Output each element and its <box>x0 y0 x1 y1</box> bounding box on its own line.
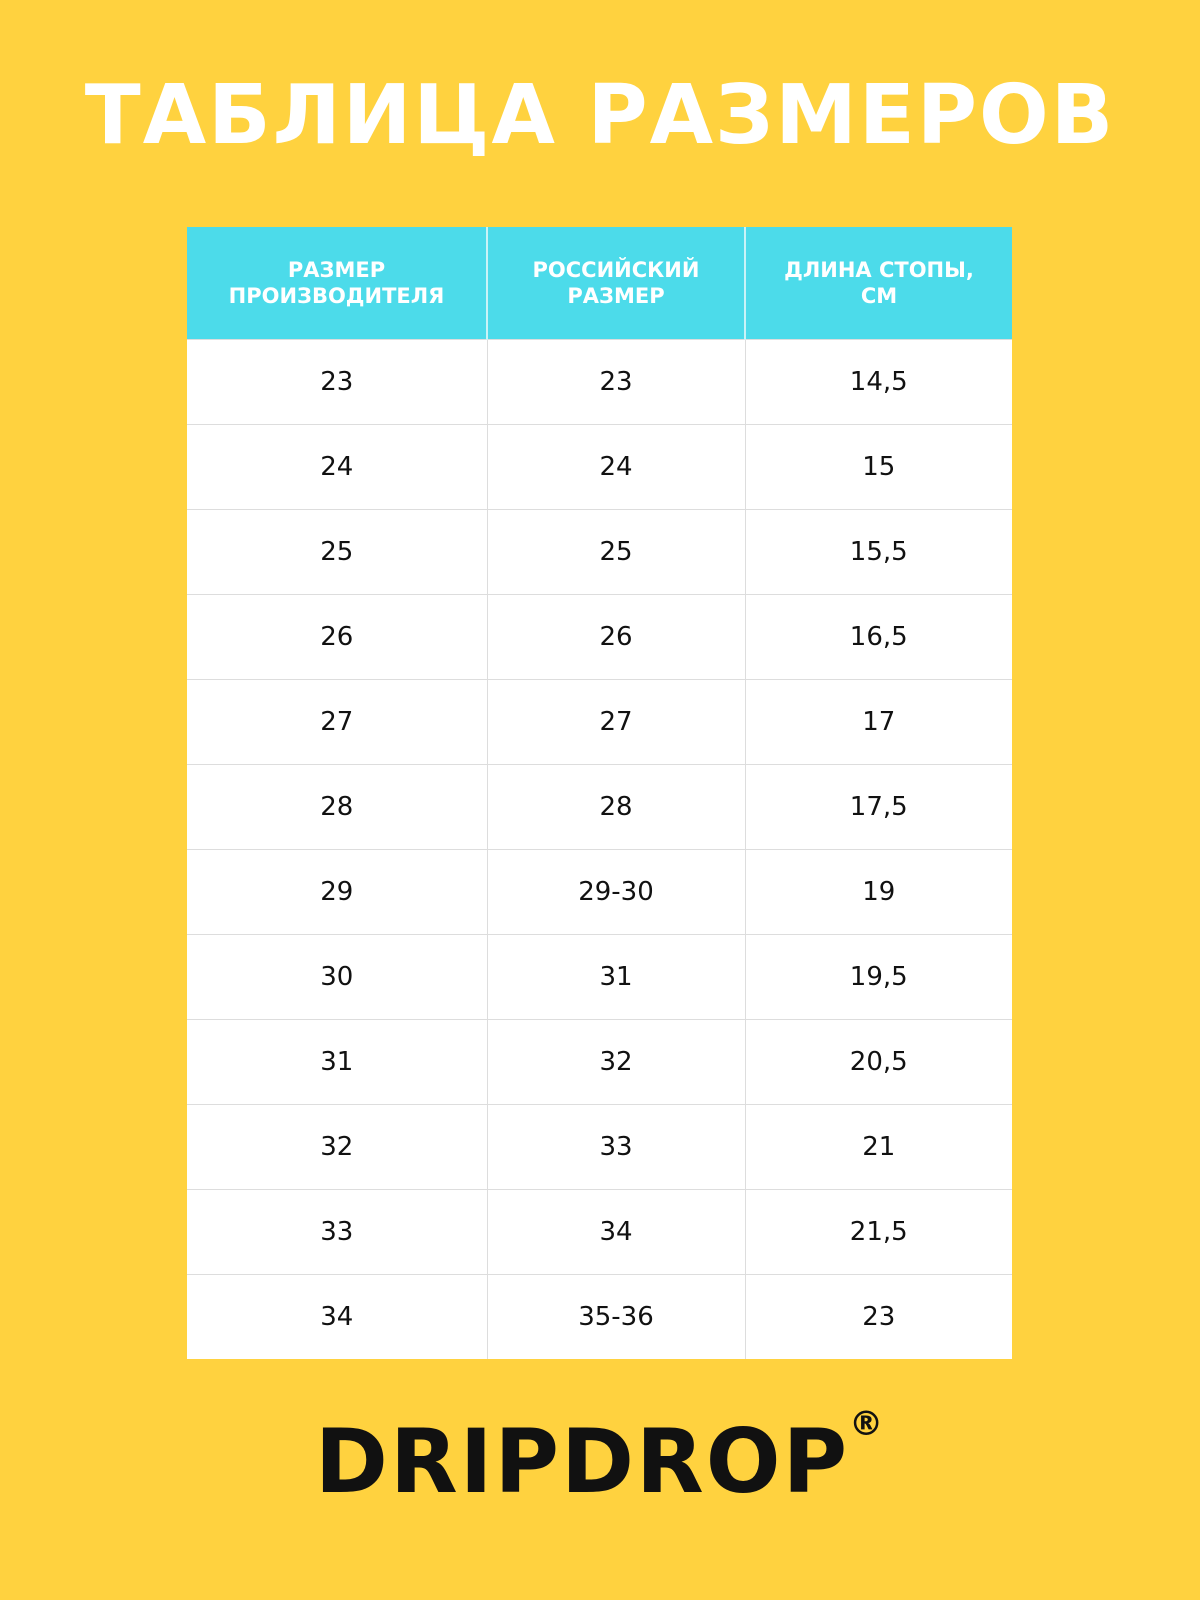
table-cell: 33 <box>486 1104 745 1190</box>
table-cell: 29-30 <box>486 849 745 935</box>
table-cell: 19,5 <box>744 934 1012 1020</box>
column-header: РАЗМЕР ПРОИЗВОДИТЕЛЯ <box>187 227 487 340</box>
table-cell: 26 <box>187 594 487 680</box>
table-cell: 27 <box>486 679 745 765</box>
table-cell: 17,5 <box>744 764 1012 850</box>
table-cell: 33 <box>187 1189 487 1275</box>
table-cell: 23 <box>486 339 745 425</box>
table-body: 23 23 14,5 24 24 15 25 25 15,5 26 26 16,5 27 27 17 28 28… <box>187 339 1012 1359</box>
table-row: 26 26 16,5 <box>187 594 1012 680</box>
table-cell: 32 <box>187 1104 487 1190</box>
table-row: 27 27 17 <box>187 679 1012 765</box>
table-cell: 28 <box>486 764 745 850</box>
table-cell: 20,5 <box>744 1019 1012 1105</box>
table-cell: 30 <box>187 934 487 1020</box>
table-cell: 28 <box>187 764 487 850</box>
table-cell: 15,5 <box>744 509 1012 595</box>
table-cell: 29 <box>187 849 487 935</box>
page-title: ТАБЛИЦА РАЗМЕРОВ <box>84 68 1116 163</box>
table-cell: 34 <box>486 1189 745 1275</box>
table-cell: 26 <box>486 594 745 680</box>
column-header: ДЛИНА СТОПЫ, СМ <box>744 227 1012 340</box>
table-row: 25 25 15,5 <box>187 509 1012 595</box>
table-row: 23 23 14,5 <box>187 339 1012 425</box>
table-cell: 32 <box>486 1019 745 1105</box>
table-row: 31 32 20,5 <box>187 1019 1012 1105</box>
table-cell: 14,5 <box>744 339 1012 425</box>
table-cell: 25 <box>187 509 487 595</box>
table-cell: 17 <box>744 679 1012 765</box>
table-row: 30 31 19,5 <box>187 934 1012 1020</box>
table-cell: 34 <box>187 1274 487 1359</box>
table-row: 24 24 15 <box>187 424 1012 510</box>
table-cell: 24 <box>486 424 745 510</box>
brand-name: DRIPDROP <box>314 1410 850 1513</box>
table-row: 32 33 21 <box>187 1104 1012 1190</box>
table-cell: 27 <box>187 679 487 765</box>
table-cell: 24 <box>187 424 487 510</box>
table-row: 29 29-30 19 <box>187 849 1012 935</box>
table-cell: 19 <box>744 849 1012 935</box>
brand-logo: DRIPDROP® <box>0 1404 1200 1513</box>
table-cell: 15 <box>744 424 1012 510</box>
table-cell: 23 <box>744 1274 1012 1359</box>
table-cell: 35-36 <box>486 1274 745 1359</box>
size-table: РАЗМЕР ПРОИЗВОДИТЕЛЯ РОССИЙСКИЙ РАЗМЕР ДЛИ… <box>187 227 1012 1359</box>
table-row: 28 28 17,5 <box>187 764 1012 850</box>
table-cell: 16,5 <box>744 594 1012 680</box>
table-cell: 23 <box>187 339 487 425</box>
header-row: РАЗМЕР ПРОИЗВОДИТЕЛЯ РОССИЙСКИЙ РАЗМЕР ДЛИ… <box>187 227 1012 340</box>
column-header: РОССИЙСКИЙ РАЗМЕР <box>486 227 745 340</box>
table-row: 34 35-36 23 <box>187 1274 1012 1359</box>
registered-mark: ® <box>849 1404 886 1444</box>
table-row: 33 34 21,5 <box>187 1189 1012 1275</box>
table-cell: 21 <box>744 1104 1012 1190</box>
table-cell: 31 <box>187 1019 487 1105</box>
table-cell: 25 <box>486 509 745 595</box>
table-cell: 21,5 <box>744 1189 1012 1275</box>
table-cell: 31 <box>486 934 745 1020</box>
